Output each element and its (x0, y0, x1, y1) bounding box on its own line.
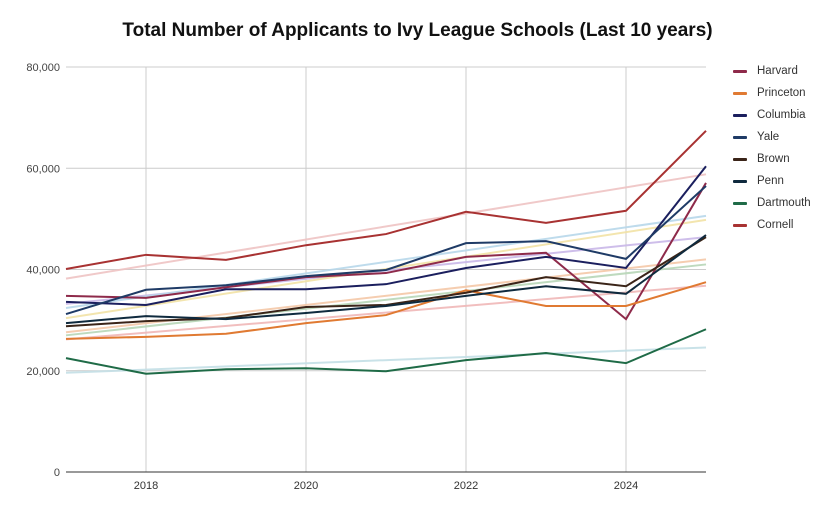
legend-swatch (733, 201, 747, 205)
series-line-cornell (65, 130, 707, 270)
series-lines (65, 130, 707, 375)
y-tick-label: 20,000 (26, 366, 60, 378)
x-tick-label: 2022 (454, 480, 478, 492)
legend-item-penn[interactable]: Penn (733, 170, 811, 192)
legend-label: Cornell (757, 219, 794, 231)
legend-item-dartmouth[interactable]: Dartmouth (733, 192, 811, 214)
y-tick-label: 40,000 (26, 265, 60, 277)
legend-label: Penn (757, 175, 784, 187)
series-line-columbia (65, 165, 707, 306)
legend-swatch (733, 223, 747, 227)
y-tick-label: 60,000 (26, 163, 60, 175)
x-tick-label: 2020 (294, 480, 318, 492)
legend: Harvard Princeton Columbia Yale Brown Penn Dar… (733, 60, 811, 236)
series-line-brown (65, 236, 707, 328)
series-line-yale (65, 185, 707, 316)
y-tick-label: 80,000 (26, 62, 60, 74)
legend-swatch (733, 179, 747, 183)
trendline-princeton (65, 284, 707, 341)
chart-title: Total Number of Applicants to Ivy League… (122, 20, 713, 41)
trendline-columbia (65, 214, 707, 309)
legend-swatch (733, 135, 747, 139)
legend-label: Columbia (757, 109, 806, 121)
legend-label: Dartmouth (757, 197, 811, 209)
legend-swatch (733, 91, 747, 95)
legend-swatch (733, 157, 747, 161)
series-line-harvard (65, 182, 707, 321)
series-line-dartmouth (65, 328, 707, 375)
y-tick-label: 0 (54, 467, 60, 479)
legend-item-princeton[interactable]: Princeton (733, 82, 811, 104)
legend-item-yale[interactable]: Yale (733, 126, 811, 148)
legend-label: Princeton (757, 87, 806, 99)
series-line-penn (65, 234, 707, 325)
legend-item-columbia[interactable]: Columbia (733, 104, 811, 126)
x-tick-label: 2018 (134, 480, 158, 492)
trendline-cornell (65, 173, 707, 280)
legend-label: Yale (757, 131, 780, 143)
trendline-penn (65, 263, 707, 337)
legend-swatch (733, 69, 747, 73)
legend-item-brown[interactable]: Brown (733, 148, 811, 170)
legend-item-harvard[interactable]: Harvard (733, 60, 811, 82)
legend-item-cornell[interactable]: Cornell (733, 214, 811, 236)
legend-label: Brown (757, 153, 790, 165)
x-tick-label: 2024 (614, 480, 638, 492)
axes: 0 20,000 40,000 60,000 80,000 2018 2020 2022 202… (26, 62, 706, 492)
trendline-dartmouth (65, 346, 707, 374)
legend-label: Harvard (757, 65, 798, 77)
legend-swatch (733, 113, 747, 117)
series-line-princeton (65, 281, 707, 340)
